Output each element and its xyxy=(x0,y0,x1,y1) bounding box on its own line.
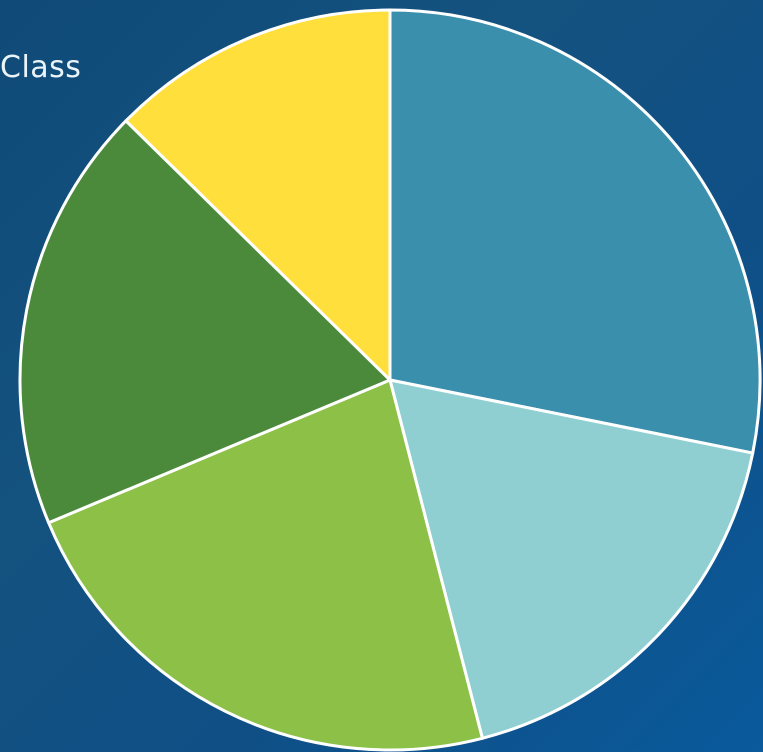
pie-slice-3 xyxy=(47,378,484,752)
pie-slice-4 xyxy=(18,119,392,525)
chart-title-fragment: Class xyxy=(0,50,82,85)
pie-slice-5 xyxy=(124,8,392,382)
pie-slice-1 xyxy=(388,8,762,455)
pie-slice-2 xyxy=(388,378,755,740)
